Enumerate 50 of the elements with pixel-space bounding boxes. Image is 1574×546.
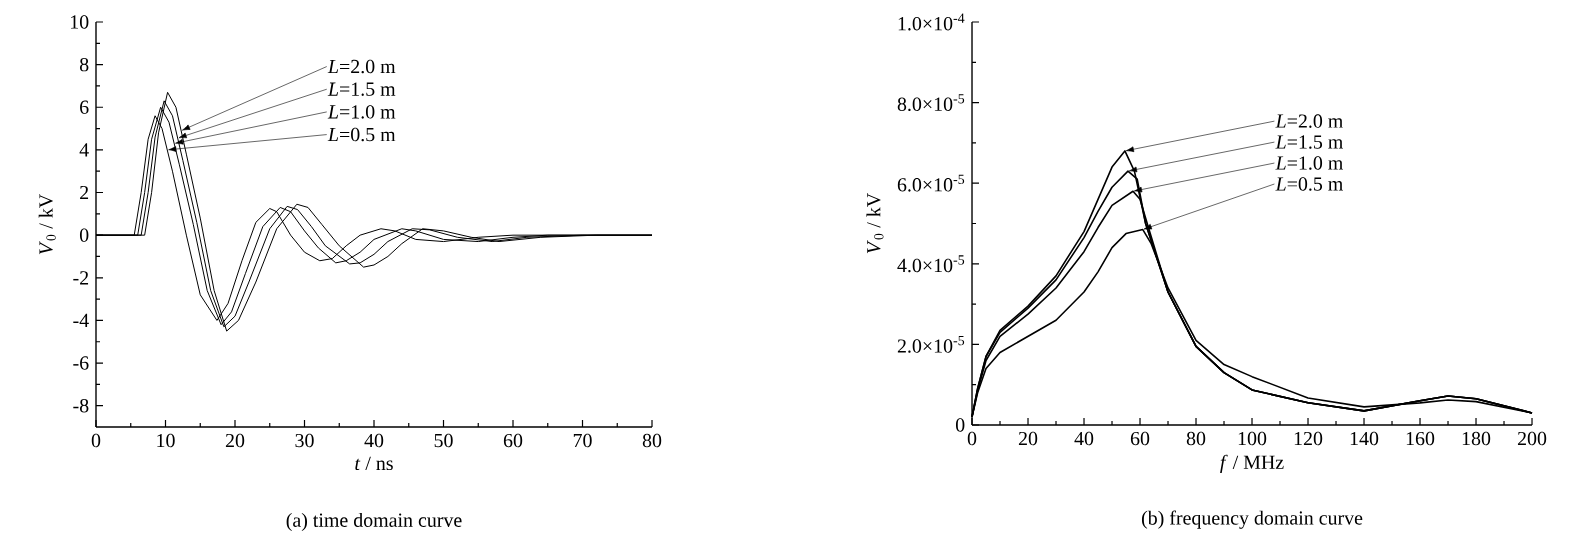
x-axis-title: f / MHz (1220, 454, 1284, 474)
y-tick-label: 0 (955, 418, 965, 432)
x-tick-label: 40 (364, 433, 384, 448)
x-axis-title: t / ns (355, 456, 393, 471)
x-tick-label: 10 (157, 433, 175, 448)
y-tick-label: -8 (73, 398, 89, 413)
x-tick-label: 120 (1294, 431, 1323, 446)
x-tick-label: 140 (1350, 431, 1379, 446)
y-tick-label: 4.0×10$^{-5}$ (897, 255, 965, 273)
text: L=1.0 m (327, 105, 396, 119)
y-tick-label: 8 (79, 57, 89, 72)
text: L=1.0 m (1275, 156, 1343, 170)
x-tick-label: 0 (91, 433, 101, 448)
y-tick-label: 1.0×10$^{-4}$ (898, 13, 965, 31)
x-tick-label: 100 (1238, 431, 1267, 446)
x-tick-label: 70 (573, 433, 592, 448)
y-tick-label: -6 (73, 356, 89, 370)
y-tick-label: -4 (73, 313, 89, 327)
x-tick-label: 160 (1406, 431, 1435, 446)
text: L=0.5 m (1275, 177, 1343, 191)
y-tick-label: 4 (79, 143, 89, 157)
text: (a) time domain curve (286, 512, 462, 531)
y-axis-title: V$_{0}$ / kV (866, 193, 884, 254)
x-tick-label: 0 (967, 431, 977, 446)
x-tick-label: 20 (1018, 431, 1038, 446)
text: L=2.0 m (1275, 114, 1343, 128)
y-axis-title: V$_{0}$ / kV (38, 194, 56, 255)
text: L=1.5 m (327, 82, 396, 96)
y-tick-label: 2.0×10$^{-5}$ (897, 335, 965, 353)
y-tick-label: 0 (79, 228, 89, 242)
y-tick-label: 8.0×10$^{-5}$ (897, 94, 965, 112)
x-tick-label: 40 (1074, 431, 1094, 446)
x-tick-label: 80 (642, 433, 662, 448)
y-tick-label: 10 (70, 15, 89, 29)
x-tick-label: 30 (295, 433, 314, 448)
x-tick-label: 60 (1130, 431, 1150, 446)
x-tick-label: 80 (1186, 431, 1206, 446)
text: L=2.0 m (327, 59, 396, 74)
text: L=1.5 m (1275, 135, 1343, 149)
y-tick-label: 6 (80, 100, 89, 114)
y-tick-label: 6.0×10$^{-5}$ (897, 174, 965, 192)
text: (b) frequency domain curve (1141, 510, 1363, 529)
x-tick-label: 200 (1517, 431, 1547, 446)
x-tick-label: 180 (1462, 431, 1491, 446)
y-tick-label: 2 (80, 185, 89, 200)
x-tick-label: 60 (503, 433, 523, 448)
x-tick-label: 20 (225, 433, 245, 448)
x-tick-label: 50 (434, 433, 453, 448)
text: L=0.5 m (327, 127, 396, 142)
y-tick-label: -2 (73, 271, 89, 285)
